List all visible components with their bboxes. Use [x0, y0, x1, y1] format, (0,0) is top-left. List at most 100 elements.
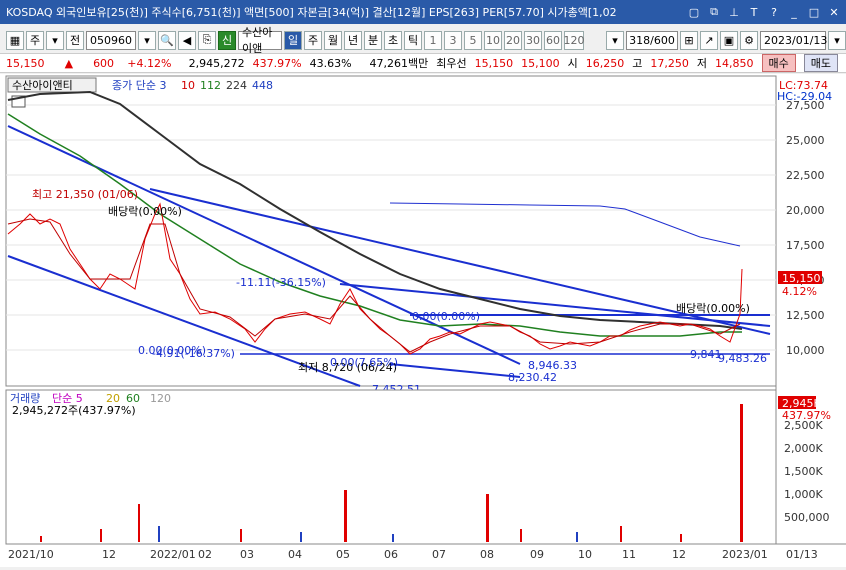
stock-info-title: KOSDAQ 외국인보유[25(천)] 주식수[6,751(천)] 액면[500… [6, 6, 617, 19]
high-label: 고 [632, 57, 643, 70]
volume-value: 2,945,272 [188, 56, 245, 70]
x-tick: 03 [240, 548, 254, 561]
y-tick: 22,500 [786, 169, 825, 182]
indicator-icon[interactable]: ⊞ [680, 30, 698, 50]
help-icon[interactable]: ? [771, 5, 777, 19]
prev-button[interactable]: 전 [66, 30, 84, 50]
ma-112-line [7, 113, 742, 337]
volume-ma120: 120 [150, 392, 171, 405]
code-dropdown-icon[interactable]: ▾ [138, 30, 156, 50]
x-tick: 05 [336, 548, 350, 561]
y-tick: 17,500 [786, 239, 825, 252]
volume-bar-latest [740, 404, 743, 542]
vol-y-tick: 1,500K [784, 465, 823, 478]
current-price-tag-text: 15,150 [782, 272, 821, 285]
best-bid-label: 최우선 [436, 57, 467, 70]
date-input[interactable]: 2023/01/13 [760, 30, 827, 50]
new-badge: 신 [218, 30, 236, 50]
copy-icon[interactable]: ⎘ [198, 30, 216, 50]
period-month[interactable]: 월 [324, 30, 342, 50]
search-icon[interactable]: 🔍 [158, 30, 176, 50]
ma-legend-10: 10 [181, 79, 195, 92]
trend-line-lower[interactable] [7, 255, 361, 387]
volume-bar [392, 534, 394, 542]
annotation-fib-5: 0.00(7.65%) [330, 356, 398, 369]
period-week[interactable]: 주 [304, 30, 322, 50]
interval-3[interactable]: 3 [444, 30, 462, 50]
stock-name-box[interactable] [7, 77, 97, 93]
volume-bar [158, 526, 160, 542]
ma-legend-224: 224 [226, 79, 247, 92]
vol-y-tick: 2,500K [784, 419, 823, 432]
trend-line-low[interactable] [389, 363, 521, 378]
period-year[interactable]: 년 [344, 30, 362, 50]
ma-legend-112: 112 [200, 79, 221, 92]
trend-line-mid[interactable] [149, 188, 771, 335]
quote-bar: 15,150 ▲ 600 +4.12% 2,945,272 437.97% 43… [0, 53, 846, 73]
x-tick: 08 [480, 548, 494, 561]
buy-button[interactable]: 매수 [761, 54, 796, 72]
current-pct-tag: 4.12% [782, 285, 817, 298]
save-icon[interactable]: ▣ [720, 30, 738, 50]
table-icon[interactable] [11, 95, 26, 108]
volume-bar [100, 529, 102, 542]
annotation-price-3: 9,841 [690, 348, 722, 361]
restore-icon[interactable]: ⧉ [710, 5, 718, 18]
volume-bar [486, 494, 489, 542]
period-second[interactable]: 초 [384, 30, 402, 50]
window-icon[interactable]: ▢ [688, 5, 700, 19]
x-tick: 2022/01 [150, 548, 196, 561]
period-tick[interactable]: 틱 [404, 30, 422, 50]
ma-224-line [7, 90, 743, 330]
annotation-low: 최저 8,720 (06/24) [298, 361, 397, 374]
chevron-down-icon[interactable]: ▾ [46, 30, 64, 50]
calendar-icon[interactable]: ▾ [828, 30, 846, 50]
annotation-fib-4: -4.91(-16.37%) [152, 347, 235, 360]
volume-tag-text: 2,945K [782, 397, 821, 410]
pin-icon[interactable]: ⊥ [729, 5, 739, 19]
trade-amount: 47,261백만 [369, 57, 429, 70]
annotation-dividend-2: 배당락(0.00%) [676, 302, 750, 315]
turnover-rate: 43.63% [309, 56, 352, 70]
sell-button[interactable]: 매도 [803, 54, 839, 72]
speaker-icon[interactable]: ◀ [178, 30, 196, 50]
interval-1[interactable]: 1 [424, 30, 442, 50]
font-icon[interactable]: T [750, 5, 758, 19]
trend-lines[interactable] [7, 125, 771, 387]
x-tick: 11 [622, 548, 636, 561]
interval-20[interactable]: 20 [504, 30, 522, 50]
annotation-fib-2: 0.00(0.00%) [412, 310, 480, 323]
lc-label: LC:73.74 [779, 79, 828, 92]
interval-10[interactable]: 10 [484, 30, 502, 50]
chart-toolbar: ▦ 주 ▾ 전 050960 ▾ 🔍 ◀ ⎘ 신 수산아이앤 일 주 월 년 분… [0, 26, 846, 55]
interval-60[interactable]: 60 [544, 30, 562, 50]
vol-y-tick: 500,000 [784, 511, 830, 524]
interval-5[interactable]: 5 [464, 30, 482, 50]
maximize-icon[interactable]: □ [808, 5, 820, 19]
period-minute[interactable]: 분 [364, 30, 382, 50]
interval-30[interactable]: 30 [524, 30, 542, 50]
up-triangle-icon: ▲ [64, 56, 74, 70]
stock-name-field[interactable]: 수산아이앤 [238, 26, 282, 55]
volume-bar [576, 532, 578, 542]
annotation-fib-1: -11.11(-36.15%) [236, 276, 326, 289]
draw-tool-icon[interactable]: ↗ [700, 30, 718, 50]
annotation-price-4: 9,483.26 [718, 352, 767, 365]
bar-count-field[interactable]: 318/600 [626, 30, 678, 50]
gear-icon[interactable]: ⚙ [740, 30, 758, 50]
mode-select[interactable]: 주 [26, 30, 44, 50]
minimize-icon[interactable]: _ [791, 5, 797, 19]
open-label: 시 [567, 57, 578, 70]
trend-line-resist[interactable] [339, 283, 771, 327]
chart-area[interactable]: 수산아이앤티 종가 단순 3 10 112 224 448 LC:73.74 H… [0, 74, 846, 567]
high-price: 17,250 [650, 56, 689, 70]
period-day[interactable]: 일 [284, 30, 302, 50]
close-icon[interactable]: ✕ [829, 5, 839, 19]
stock-chart-svg[interactable]: 수산아이앤티 종가 단순 3 10 112 224 448 LC:73.74 H… [0, 74, 846, 567]
stock-code-input[interactable]: 050960 [86, 30, 136, 50]
interval-dropdown-icon[interactable]: ▾ [606, 30, 624, 50]
grid-icon[interactable]: ▦ [6, 30, 24, 50]
volume-ratio: 437.97% [252, 56, 302, 70]
interval-120[interactable]: 120 [564, 30, 585, 50]
annotation-fib-3: 0.00(0.00%) [138, 344, 206, 357]
